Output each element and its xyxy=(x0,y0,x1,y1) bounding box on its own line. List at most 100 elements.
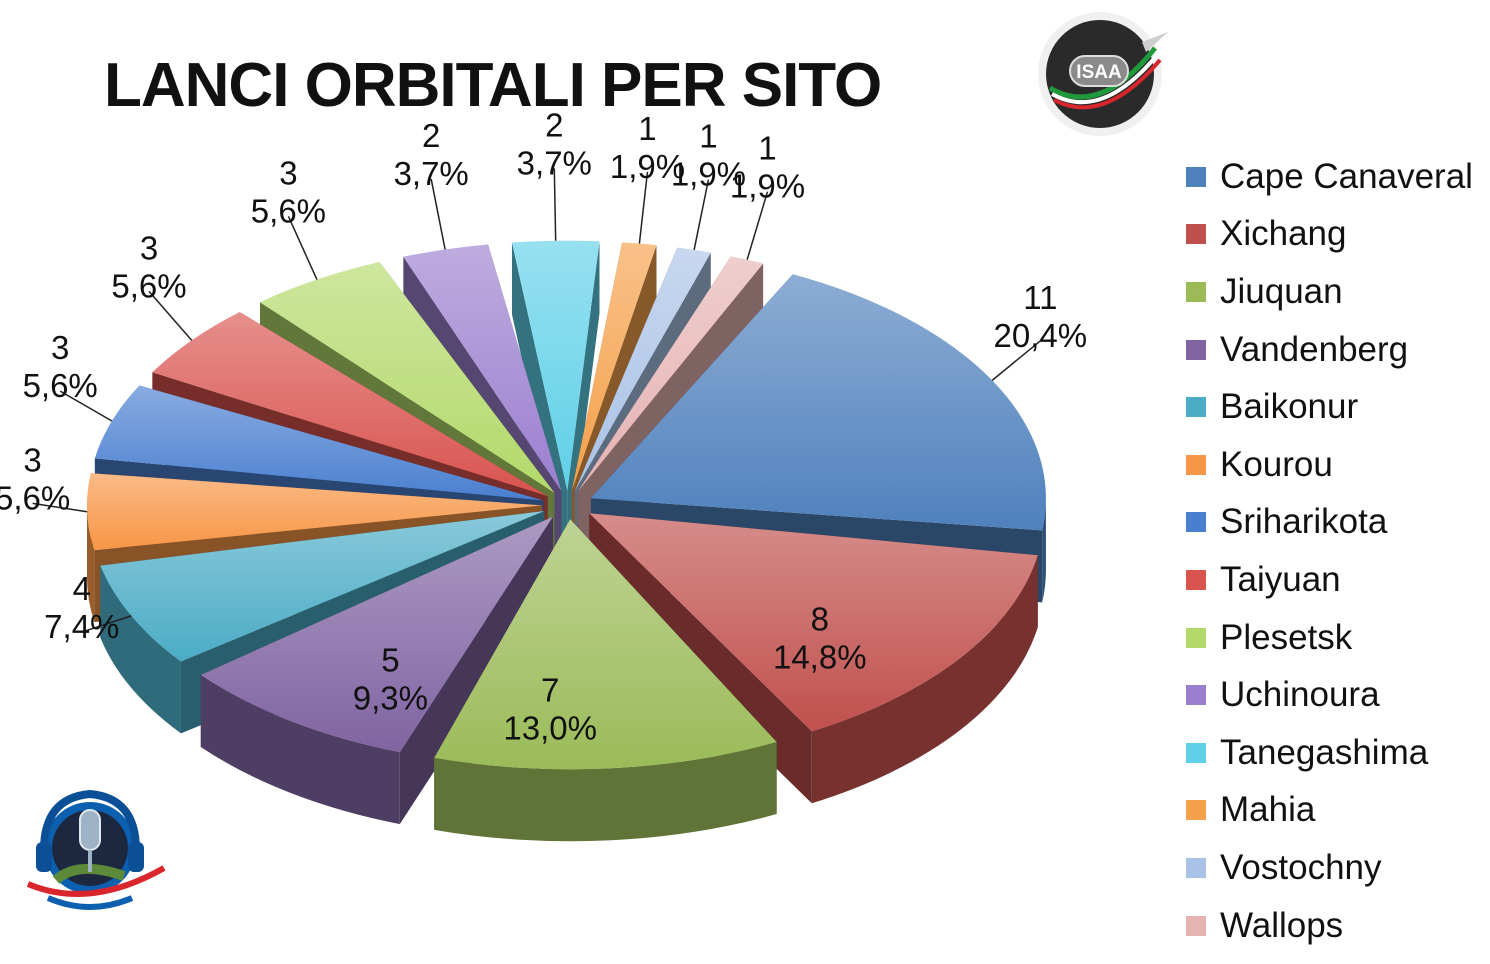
slice-shine xyxy=(403,244,562,492)
legend-item: Vostochny xyxy=(1186,839,1473,897)
slice-value-label: 7 xyxy=(541,672,559,709)
slice-shine xyxy=(434,519,777,770)
legend-item: Plesetsk xyxy=(1186,609,1473,667)
legend-item: Uchinoura xyxy=(1186,666,1473,724)
slice-percent-label: 3,7% xyxy=(394,155,469,192)
legend-item: Kourou xyxy=(1186,436,1473,494)
legend-swatch xyxy=(1186,742,1206,763)
slice-percent-label: 5,6% xyxy=(0,479,70,516)
slice-side xyxy=(811,555,1038,804)
legend-swatch xyxy=(1186,166,1206,187)
legend-label: Xichang xyxy=(1220,214,1347,254)
slice-shine xyxy=(589,513,1038,732)
legend-label: Wallops xyxy=(1220,905,1344,945)
leader-line xyxy=(148,290,193,341)
slice-side xyxy=(434,742,777,842)
slice-percent-label: 5,6% xyxy=(23,367,98,404)
slice-shine xyxy=(100,510,545,662)
legend-swatch xyxy=(1186,685,1206,706)
slice-percent-label: 7,4% xyxy=(44,608,119,645)
legend-item: Jiuquan xyxy=(1186,263,1473,321)
legend-label: Jiuquan xyxy=(1220,271,1343,311)
leader-line xyxy=(81,615,132,633)
legend-swatch xyxy=(1186,397,1206,418)
slice-value-label: 3 xyxy=(51,329,69,366)
legend-label: Mahia xyxy=(1220,790,1316,830)
legend-swatch xyxy=(1186,915,1206,936)
legend-label: Vandenberg xyxy=(1220,329,1409,369)
slice-value-label: 8 xyxy=(811,601,829,638)
slice-value-label: 5 xyxy=(381,641,399,678)
leader-line xyxy=(59,390,113,422)
legend-label: Sriharikota xyxy=(1220,502,1388,542)
slice-percent-label: 5,6% xyxy=(251,192,326,229)
legend-swatch xyxy=(1186,512,1206,533)
slice-value-label: 3 xyxy=(279,154,297,191)
slice-percent-label: 1,9% xyxy=(730,168,805,205)
legend-label: Kourou xyxy=(1220,444,1333,484)
legend: Cape Canaveral Xichang Jiuquan Vandenberg Ba… xyxy=(1186,148,1473,954)
slice-shine xyxy=(571,242,657,491)
slice-value-label: 3 xyxy=(23,441,41,478)
slice-value-label: 1 xyxy=(638,110,656,147)
slice-shine xyxy=(87,473,543,551)
isaa-logo: ISAA xyxy=(1038,12,1168,136)
legend-label: Cape Canaveral xyxy=(1220,156,1473,196)
slice-side xyxy=(200,674,400,825)
legend-item: Tanegashima xyxy=(1186,724,1473,782)
slice-side xyxy=(87,505,95,623)
legend-label: Uchinoura xyxy=(1220,675,1380,715)
legend-swatch xyxy=(1186,569,1206,590)
pie-chart: 1120,4%814,8%713,0%59,3%47,4%35,6%35,6%3… xyxy=(0,106,1087,842)
slice-value-label: 4 xyxy=(73,570,91,607)
pie-leaders xyxy=(32,168,1041,633)
legend-label: Taiyuan xyxy=(1220,559,1341,599)
legend-swatch xyxy=(1186,857,1206,878)
slice-value-label: 2 xyxy=(545,106,563,143)
leader-line xyxy=(430,178,446,250)
pie-labels: 1120,4%814,8%713,0%59,3%47,4%35,6%35,6%3… xyxy=(0,106,1087,746)
slice-shine xyxy=(590,274,1046,531)
slice-percent-label: 9,3% xyxy=(353,679,428,716)
legend-item: Wallops xyxy=(1186,897,1473,955)
slice-percent-label: 3,7% xyxy=(517,144,592,181)
pie-tops xyxy=(87,240,1046,770)
legend-label: Baikonur xyxy=(1220,387,1359,427)
legend-item: Xichang xyxy=(1186,206,1473,264)
slice-shine xyxy=(260,262,555,493)
slice-shine xyxy=(152,312,548,497)
legend-item: Sriharikota xyxy=(1186,494,1473,552)
slice-value-label: 11 xyxy=(1023,279,1057,316)
slice-shine xyxy=(577,256,764,492)
slice-percent-label: 13,0% xyxy=(503,710,597,747)
leader-line xyxy=(991,340,1041,381)
legend-label: Plesetsk xyxy=(1220,617,1353,657)
slice-percent-label: 14,8% xyxy=(773,639,867,676)
leader-line xyxy=(638,171,649,244)
slice-percent-label: 20,4% xyxy=(994,317,1088,354)
legend-item: Cape Canaveral xyxy=(1186,148,1473,206)
legend-swatch xyxy=(1186,281,1206,302)
leader-line xyxy=(287,215,318,280)
slice-shine xyxy=(574,247,711,492)
legend-label: Vostochny xyxy=(1220,847,1382,887)
legend-item: Mahia xyxy=(1186,782,1473,840)
slice-percent-label: 1,9% xyxy=(610,148,685,185)
leader-line xyxy=(693,179,710,251)
legend-item: Baikonur xyxy=(1186,378,1473,436)
legend-swatch xyxy=(1186,224,1206,245)
leader-line xyxy=(553,168,557,241)
slice-shine xyxy=(200,516,554,753)
slice-side xyxy=(1042,498,1046,603)
slice-shine xyxy=(94,385,544,501)
legend-swatch xyxy=(1186,627,1206,648)
slice-value-label: 1 xyxy=(758,130,776,167)
legend-swatch xyxy=(1186,339,1206,360)
slice-value-label: 2 xyxy=(422,117,440,154)
isaa-logo-text: ISAA xyxy=(1076,62,1122,83)
leader-line xyxy=(746,191,769,260)
slice-percent-label: 1,9% xyxy=(671,156,746,193)
leader-line xyxy=(32,502,88,513)
astronauticast-logo xyxy=(26,789,166,910)
